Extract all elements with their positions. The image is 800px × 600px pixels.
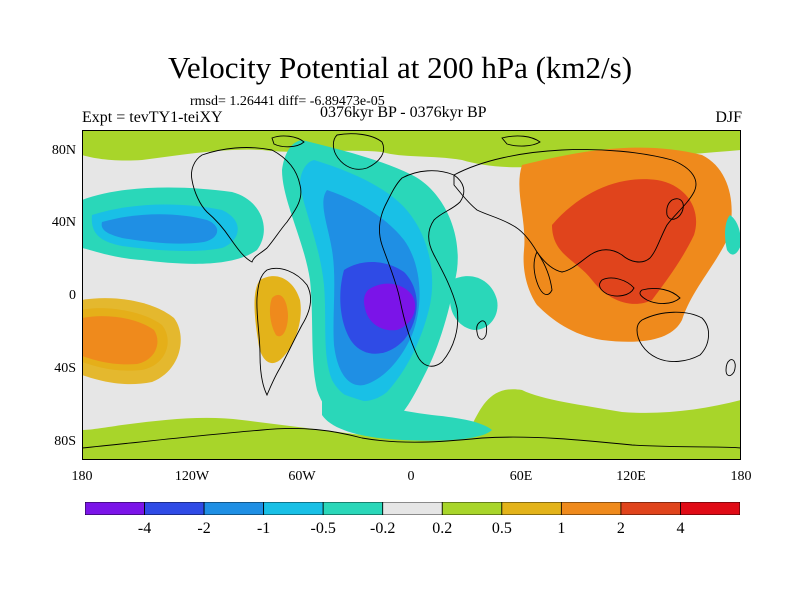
- lat-label-40s: 40S: [54, 361, 76, 376]
- colorbar-swatch: [322, 501, 384, 516]
- colorbar-swatch: [441, 501, 503, 516]
- colorbar-label: 0.5: [491, 520, 512, 537]
- colorbar-swatch: [680, 501, 741, 516]
- rmsd-diff-stats: rmsd= 1.26441 diff= -6.89473e-05: [190, 94, 385, 109]
- colorbar-label: 1: [557, 520, 566, 537]
- map-panel: [82, 130, 741, 460]
- colorbar-swatch: [382, 501, 443, 516]
- contour-orange-southamerica: [269, 294, 288, 337]
- lon-label-120e: 120E: [616, 469, 646, 484]
- lon-label-180w: 180: [71, 469, 93, 484]
- colorbar-swatch: [560, 501, 622, 516]
- colorbar-swatch: [263, 501, 324, 516]
- contour-purple-gulf-of-guinea: [363, 283, 416, 331]
- colorbar: [84, 501, 741, 516]
- experiment-label: Expt = tevTY1-teiXY: [82, 109, 223, 126]
- colorbar-label: -1: [256, 520, 271, 537]
- contour-orange-southpacific-core: [82, 316, 158, 365]
- colorbar-label: -0.5: [310, 520, 336, 537]
- lon-label-60w: 60W: [288, 469, 316, 484]
- lon-label-180e: 180: [730, 469, 752, 484]
- colorbar-swatch: [203, 501, 265, 516]
- lat-label-80s: 80S: [54, 434, 76, 449]
- contour-cyan-southatlantic: [322, 385, 492, 441]
- contour-green-south: [82, 389, 741, 460]
- contour-red-east-asia: [552, 179, 697, 304]
- contour-blue-northpacific: [101, 214, 218, 244]
- contour-cyan-eastafrica: [450, 276, 498, 330]
- lat-label-80n: 80N: [51, 143, 76, 158]
- colorbar-swatch: [501, 501, 562, 516]
- colorbar-label: 4: [676, 520, 685, 537]
- lat-label-40n: 40N: [51, 215, 76, 230]
- colorbar-swatch: [144, 501, 205, 516]
- colorbar-label: 0.2: [432, 520, 453, 537]
- colorbar-label: -4: [137, 520, 152, 537]
- colorbar-label: 2: [616, 520, 625, 537]
- lon-label-60e: 60E: [509, 469, 533, 484]
- map-title: Velocity Potential at 200 hPa (km2/s): [167, 50, 633, 85]
- contour-cyan-eastpacific: [725, 215, 741, 255]
- lon-label-120w: 120W: [174, 469, 210, 484]
- map-frame: [82, 130, 741, 460]
- lat-label-0: 0: [69, 288, 76, 303]
- colorbar-label: -2: [197, 520, 211, 537]
- coastlines: [82, 133, 741, 449]
- colorbar-swatch: [620, 501, 681, 516]
- colorbar-swatch: [84, 501, 145, 516]
- period-label: 0376kyr BP - 0376kyr BP: [320, 104, 487, 121]
- lon-label-0: 0: [407, 469, 415, 484]
- velocity-potential-map: [82, 130, 741, 460]
- season-label: DJF: [715, 109, 742, 126]
- colorbar-label: -0.2: [370, 520, 396, 537]
